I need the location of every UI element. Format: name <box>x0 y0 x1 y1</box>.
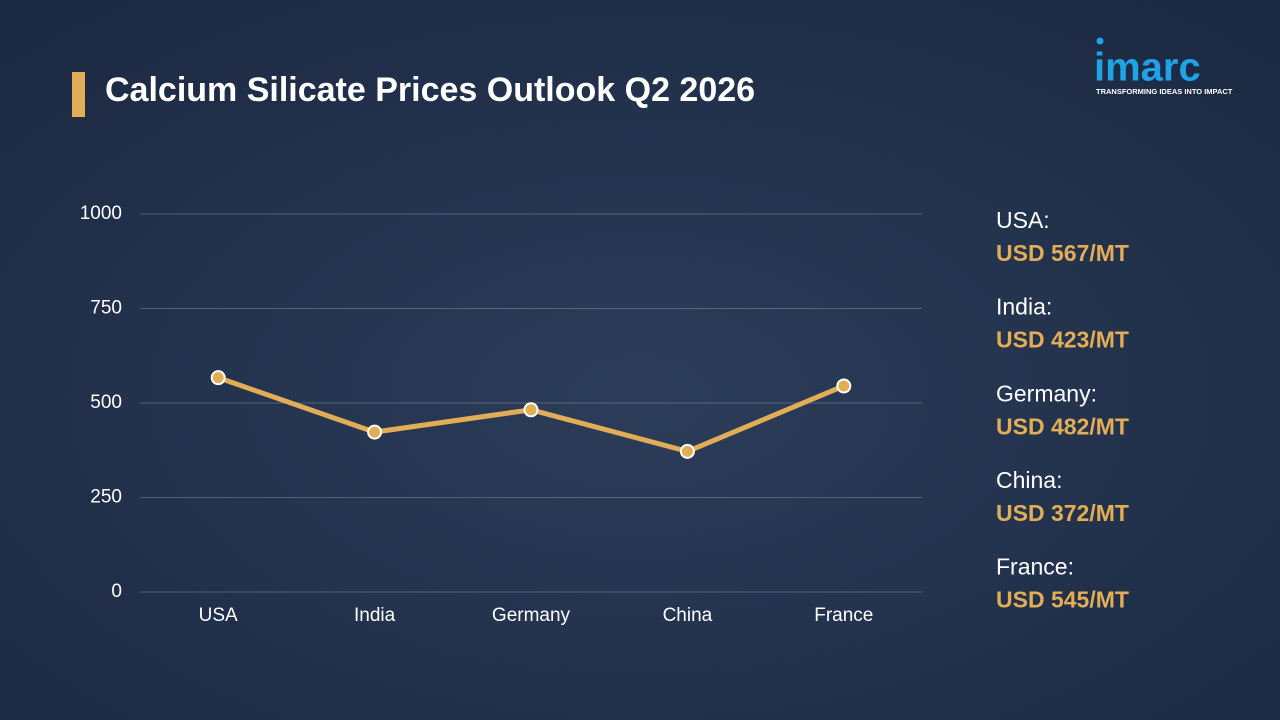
x-tick-label: India <box>354 605 396 626</box>
x-tick-label: Germany <box>492 605 571 626</box>
panel-label: Germany: <box>996 380 1097 406</box>
logo: imarc <box>1094 46 1201 90</box>
panel-label: USA: <box>996 207 1050 233</box>
chart-title: Calcium Silicate Prices Outlook Q2 2026 <box>105 71 755 109</box>
panel-value: USD 372/MT <box>996 500 1129 526</box>
panel-value: USD 545/MT <box>996 586 1129 612</box>
point <box>210 370 226 386</box>
title-accent <box>72 72 85 117</box>
logo-dot <box>1096 37 1104 45</box>
logo-tagline: TRANSFORMING IDEAS INTO IMPACT <box>1096 87 1233 96</box>
panel-label: India: <box>996 294 1052 320</box>
y-tick-label: 250 <box>90 487 122 508</box>
point <box>367 424 383 440</box>
panel-value: USD 423/MT <box>996 327 1129 353</box>
y-tick-label: 0 <box>111 581 122 602</box>
y-tick-label: 750 <box>90 298 122 319</box>
x-tick-label: France <box>814 605 873 626</box>
y-tick-label: 500 <box>90 392 122 413</box>
point <box>679 443 695 459</box>
panel-label: China: <box>996 467 1062 493</box>
point <box>836 378 852 394</box>
y-tick-label: 1000 <box>80 203 122 224</box>
x-tick-label: USA <box>199 605 238 626</box>
x-tick-label: China <box>663 605 713 626</box>
point <box>523 402 539 418</box>
panel-label: France: <box>996 553 1074 579</box>
panel-value: USD 482/MT <box>996 413 1129 439</box>
panel-value: USD 567/MT <box>996 240 1129 266</box>
